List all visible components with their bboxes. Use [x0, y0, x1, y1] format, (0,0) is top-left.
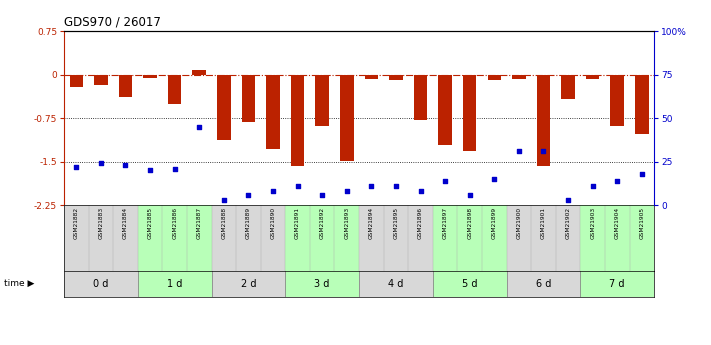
Point — [169, 166, 181, 171]
Point — [193, 124, 205, 130]
Text: GSM21884: GSM21884 — [123, 207, 128, 239]
Point — [464, 192, 476, 198]
Point — [95, 161, 107, 166]
Bar — [217, 75, 230, 140]
Point — [267, 189, 279, 194]
Bar — [291, 75, 304, 166]
Point — [341, 189, 353, 194]
Point — [611, 178, 623, 184]
Bar — [512, 75, 525, 79]
Point — [587, 183, 599, 189]
Point — [292, 183, 304, 189]
Point — [513, 148, 525, 154]
Text: GSM21890: GSM21890 — [270, 207, 275, 239]
Point — [636, 171, 648, 177]
Bar — [119, 75, 132, 97]
Bar — [94, 75, 107, 85]
Point — [242, 192, 254, 198]
Text: GSM21896: GSM21896 — [418, 207, 423, 239]
Bar — [70, 75, 83, 87]
Text: GSM21886: GSM21886 — [172, 207, 177, 239]
Bar — [285, 205, 359, 271]
Bar — [285, 271, 359, 297]
Bar — [365, 75, 378, 79]
Text: 1 d: 1 d — [167, 279, 182, 289]
Text: GSM21903: GSM21903 — [590, 207, 595, 239]
Point — [439, 178, 451, 184]
Text: 3 d: 3 d — [314, 279, 330, 289]
Bar — [64, 271, 138, 297]
Bar — [316, 75, 329, 126]
Bar — [635, 75, 648, 134]
Bar — [389, 75, 402, 80]
Text: GSM21899: GSM21899 — [492, 207, 497, 239]
Point — [119, 162, 131, 168]
Bar — [580, 205, 654, 271]
Text: GSM21883: GSM21883 — [98, 207, 103, 239]
Bar — [138, 205, 212, 271]
Bar — [463, 75, 476, 151]
Point — [316, 192, 328, 198]
Point — [562, 197, 574, 203]
Point — [70, 164, 82, 170]
Bar — [586, 75, 599, 79]
Bar — [144, 75, 157, 78]
Text: 5 d: 5 d — [462, 279, 478, 289]
Text: GSM21900: GSM21900 — [516, 207, 521, 239]
Text: GSM21898: GSM21898 — [467, 207, 472, 239]
Bar — [212, 271, 285, 297]
Point — [365, 183, 377, 189]
Text: GSM21887: GSM21887 — [197, 207, 202, 239]
Text: 7 d: 7 d — [609, 279, 625, 289]
Bar — [506, 205, 580, 271]
Bar — [414, 75, 427, 120]
Bar — [266, 75, 279, 149]
Bar — [580, 271, 654, 297]
Bar — [537, 75, 550, 166]
Text: GSM21885: GSM21885 — [148, 207, 153, 239]
Bar — [439, 75, 452, 146]
Bar — [138, 271, 212, 297]
Point — [218, 197, 230, 203]
Text: GSM21901: GSM21901 — [541, 207, 546, 239]
Bar — [611, 75, 624, 126]
Text: GSM21888: GSM21888 — [221, 207, 226, 239]
Point — [538, 148, 549, 154]
Bar — [488, 75, 501, 80]
Text: GSM21904: GSM21904 — [615, 207, 620, 239]
Text: GSM21882: GSM21882 — [74, 207, 79, 239]
Text: GSM21893: GSM21893 — [344, 207, 349, 239]
Point — [415, 189, 426, 194]
Text: GSM21891: GSM21891 — [295, 207, 300, 239]
Text: GDS970 / 26017: GDS970 / 26017 — [64, 16, 161, 29]
Text: 4 d: 4 d — [388, 279, 404, 289]
Text: 2 d: 2 d — [240, 279, 256, 289]
Point — [390, 183, 402, 189]
Text: 6 d: 6 d — [536, 279, 551, 289]
Bar — [433, 205, 506, 271]
Point — [144, 168, 156, 173]
Text: GSM21892: GSM21892 — [320, 207, 325, 239]
Bar — [193, 70, 206, 75]
Bar — [168, 75, 181, 104]
Text: GSM21905: GSM21905 — [639, 207, 644, 239]
Bar — [359, 205, 433, 271]
Text: GSM21897: GSM21897 — [443, 207, 448, 239]
Text: GSM21889: GSM21889 — [246, 207, 251, 239]
Text: GSM21902: GSM21902 — [565, 207, 570, 239]
Bar — [561, 75, 574, 99]
Bar — [359, 271, 433, 297]
Text: time ▶: time ▶ — [4, 279, 34, 288]
Bar — [64, 205, 138, 271]
Bar — [212, 205, 285, 271]
Point — [488, 176, 500, 182]
Bar — [433, 271, 506, 297]
Text: 0 d: 0 d — [93, 279, 109, 289]
Text: GSM21895: GSM21895 — [393, 207, 398, 239]
Bar — [506, 271, 580, 297]
Bar — [242, 75, 255, 122]
Text: GSM21894: GSM21894 — [369, 207, 374, 239]
Bar — [340, 75, 353, 160]
